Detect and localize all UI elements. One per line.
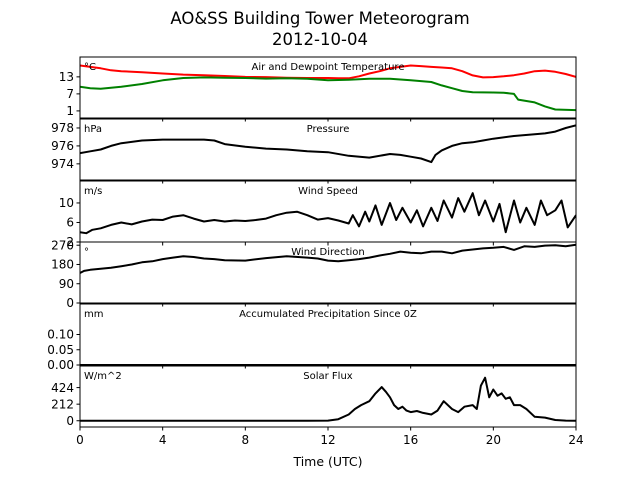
panel-3-series-line-1 <box>80 192 576 235</box>
panel-1: 1 7 13 °C Air and Dewpoint Temperature <box>59 56 577 122</box>
panel-4-unit: ° <box>84 247 89 258</box>
panel-4-y-tick-label: 180 <box>51 258 74 272</box>
panel-2-y-tick-label: 976 <box>51 139 74 153</box>
panel-2-series-line-1 <box>80 124 576 164</box>
panel-5-y-tick-label: 0.10 <box>47 328 74 342</box>
panel-6-y-tick-label: 0 <box>66 414 74 428</box>
x-tick-label: 4 <box>159 433 167 447</box>
panel-6-unit: W/m^2 <box>84 371 122 382</box>
figure-title: AO&SS Building Tower Meteorogram <box>170 9 469 28</box>
panel-3-y-tick-label: 10 <box>59 196 74 210</box>
panel-5-y-tick-label: 0.05 <box>47 343 74 357</box>
panel-4-y-tick-label: 0 <box>66 296 74 310</box>
panel-5-title: Accumulated Precipitation Since 0Z <box>239 309 417 320</box>
panel-6-series-line-1 <box>80 376 576 422</box>
x-tick-label: 20 <box>486 433 501 447</box>
panel-5-y-tick-label: 0.00 <box>47 358 74 372</box>
x-tick-label: 8 <box>242 433 250 447</box>
x-axis-label: Time (UTC) <box>292 454 362 469</box>
panel-2-y-tick-label: 978 <box>51 121 74 135</box>
panel-3-title: Wind Speed <box>298 186 358 197</box>
panel-4-y-tick-label: 270 <box>51 238 74 252</box>
panel-3: 2 6 10 m/s Wind Speed <box>59 180 577 249</box>
panel-6-y-tick-label: 424 <box>51 381 74 395</box>
panel-1-title: Air and Dewpoint Temperature <box>252 62 405 73</box>
panel-2: 974 976 978 hPa Pressure <box>51 118 577 184</box>
panel-3-y-tick-label: 6 <box>66 216 74 230</box>
panel-4: 0 90 180 270 ° Wind Direction <box>51 238 577 310</box>
panel-6-y-tick-label: 212 <box>51 397 74 411</box>
panel-1-y-tick-label: 1 <box>66 104 74 118</box>
panel-1-series-line-1 <box>80 64 576 80</box>
panels-group: 1 7 13 °C Air and Dewpoint Temperature 974 976… <box>47 56 577 431</box>
panel-1-unit: °C <box>84 62 96 73</box>
x-tick-label: 16 <box>403 433 418 447</box>
panel-1-y-tick-label: 7 <box>66 87 74 101</box>
x-tick-label: 0 <box>76 433 84 447</box>
x-tick-label: 24 <box>568 433 583 447</box>
panel-6: 0 212 424 W/m^2 Solar Flux <box>51 365 577 431</box>
x-axis: 0 4 8 12 16 20 24 <box>76 433 583 447</box>
panel-1-series-line-2 <box>80 76 576 112</box>
panel-3-y-tick-label: 2 <box>66 235 74 249</box>
panel-2-y-tick-label: 974 <box>51 157 74 171</box>
panel-2-unit: hPa <box>84 124 102 135</box>
panel-1-y-tick-label: 13 <box>59 70 74 84</box>
panel-2-title: Pressure <box>307 124 350 135</box>
panel-6-title: Solar Flux <box>303 371 353 382</box>
x-tick-label: 12 <box>320 433 335 447</box>
panel-5-unit: mm <box>84 309 103 320</box>
panel-4-series-line-1 <box>80 243 576 274</box>
panel-3-unit: m/s <box>84 186 102 197</box>
figure-date: 2012-10-04 <box>272 30 368 49</box>
panel-5: 0.000.050.10 mm Accumulated Precipitation … <box>47 303 577 372</box>
panel-4-title: Wind Direction <box>291 247 365 258</box>
panel-4-y-tick-label: 90 <box>59 277 74 291</box>
